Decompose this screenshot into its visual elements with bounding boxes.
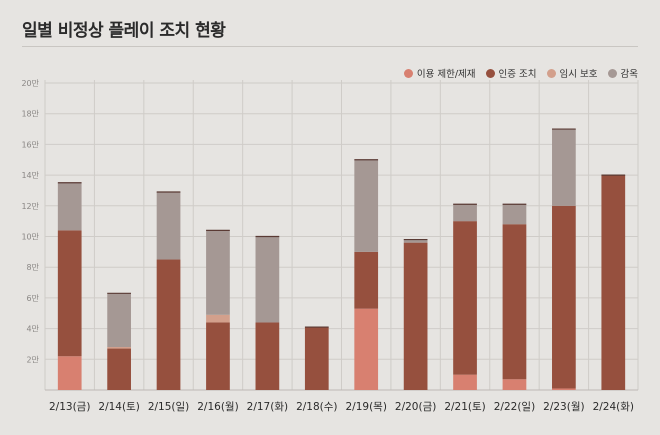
legend-label: 감옥 bbox=[620, 69, 638, 80]
bar-segment-3 bbox=[206, 314, 230, 323]
bar-segment-2 bbox=[255, 322, 280, 390]
y-tick-label: 4만 bbox=[27, 325, 40, 334]
bar-segment-1 bbox=[354, 308, 379, 390]
legend-item: 임시 보호 bbox=[546, 66, 598, 80]
x-tick-label: 2/21(토) bbox=[444, 401, 485, 413]
x-tick-label: 2/19(목) bbox=[345, 401, 386, 413]
x-tick-label: 2/15(일) bbox=[148, 400, 189, 413]
y-tick-label: 2만 bbox=[27, 355, 40, 364]
bar-segment-1 bbox=[453, 374, 477, 390]
y-tick-label: 14만 bbox=[21, 171, 39, 180]
y-tick-label: 10만 bbox=[21, 233, 39, 242]
y-tick-label: 6만 bbox=[27, 294, 40, 303]
bar-segment-4 bbox=[57, 182, 82, 231]
x-tick-label: 2/14(토) bbox=[98, 401, 139, 413]
legend-label: 임시 보호 bbox=[559, 69, 598, 80]
title-divider bbox=[22, 46, 638, 47]
legend-item: 감옥 bbox=[607, 66, 638, 80]
x-tick-label: 2/22(일) bbox=[494, 400, 535, 413]
bar-segment-4 bbox=[453, 204, 477, 222]
x-tick-label: 2/20(금) bbox=[395, 401, 436, 413]
bar-segment-2 bbox=[453, 221, 477, 375]
bar-segment-2 bbox=[601, 175, 626, 390]
bar-segment-4 bbox=[354, 159, 379, 252]
bar-segment-4 bbox=[206, 230, 230, 315]
bar-segment-4 bbox=[156, 191, 181, 260]
legend-label: 이용 제한/제재 bbox=[416, 69, 476, 80]
bar-segment-1 bbox=[57, 356, 82, 390]
legend-swatch bbox=[403, 68, 413, 78]
x-tick-label: 2/18(수) bbox=[296, 401, 337, 413]
y-tick-label: 20만 bbox=[21, 79, 39, 88]
bar-segment-3 bbox=[107, 347, 131, 349]
legend-swatch bbox=[546, 68, 556, 78]
bar-segment-2 bbox=[304, 327, 329, 390]
bar-segment-4 bbox=[107, 293, 131, 348]
bar-segment-2 bbox=[403, 242, 428, 390]
bar-segment-2 bbox=[107, 348, 131, 390]
bar-segment-4 bbox=[403, 239, 428, 243]
bar-segment-2 bbox=[502, 224, 527, 380]
legend-item: 이용 제한/제재 bbox=[403, 66, 476, 80]
bar-segment-1 bbox=[502, 379, 527, 390]
legend-item: 인증 조치 bbox=[485, 66, 537, 80]
chart-legend: 이용 제한/제재 인증 조치 임시 보호 감옥 bbox=[403, 66, 638, 80]
bar-segment-2 bbox=[156, 259, 181, 390]
bar-segment-4 bbox=[255, 236, 280, 323]
x-tick-label: 2/17(화) bbox=[247, 401, 288, 413]
legend-label: 인증 조치 bbox=[498, 69, 537, 80]
bar-segment-2 bbox=[354, 251, 379, 309]
bar-segment-4 bbox=[502, 204, 527, 225]
bar-segment-2 bbox=[206, 322, 230, 390]
x-tick-label: 2/23(월) bbox=[543, 401, 584, 413]
legend-swatch bbox=[485, 68, 495, 78]
bar-segment-4 bbox=[552, 129, 576, 206]
legend-swatch bbox=[607, 68, 617, 78]
y-tick-label: 12만 bbox=[21, 202, 39, 211]
chart-title: 일별 비정상 플레이 조치 현황 bbox=[22, 21, 226, 41]
bar-segment-1 bbox=[552, 388, 576, 390]
y-tick-label: 16만 bbox=[21, 140, 39, 149]
bar-segment-2 bbox=[552, 205, 576, 389]
x-tick-label: 2/16(월) bbox=[197, 401, 238, 413]
bar-segment-2 bbox=[57, 230, 82, 357]
y-tick-label: 18만 bbox=[21, 110, 39, 119]
x-tick-label: 2/24(화) bbox=[593, 401, 634, 413]
x-tick-label: 2/13(금) bbox=[49, 401, 90, 413]
y-tick-label: 8만 bbox=[27, 263, 40, 272]
